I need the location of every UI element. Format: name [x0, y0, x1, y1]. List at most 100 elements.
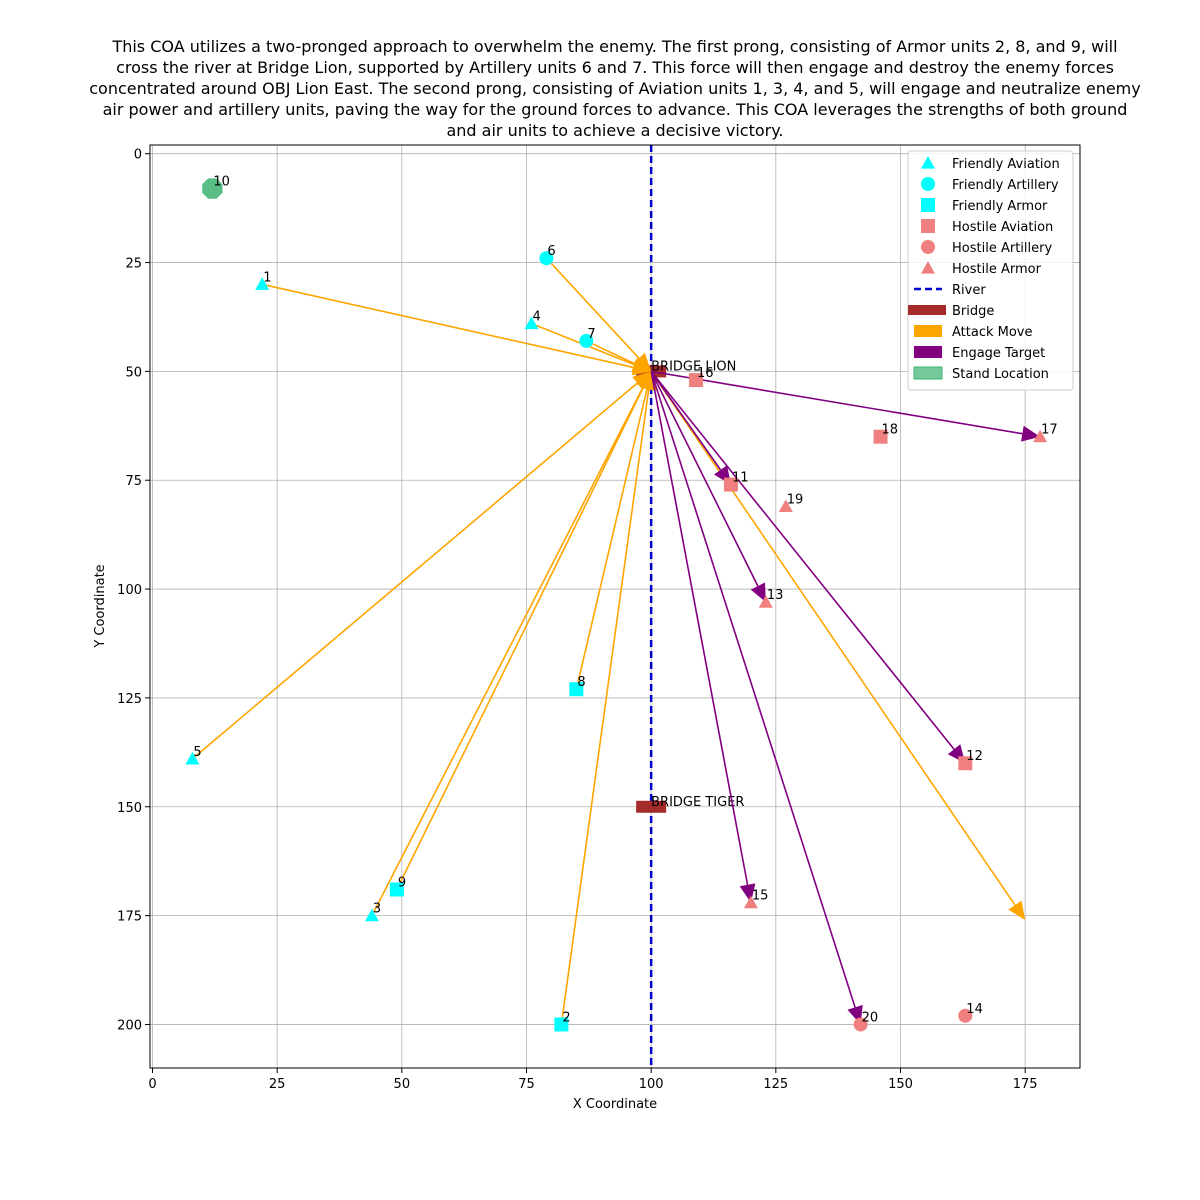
unit-marker: [758, 595, 773, 608]
attack-move-arrow-shaft: [650, 370, 1016, 906]
attack-move-arrow-shaft: [396, 387, 644, 890]
unit-marker: [873, 429, 888, 444]
unit-label: 10: [213, 175, 230, 190]
attack-move-arrow-shaft: [575, 388, 648, 690]
unit-marker: [853, 1017, 868, 1032]
y-tick-label: 100: [117, 583, 142, 598]
attack-move-arrow-head: [631, 356, 652, 372]
unit-label: 16: [697, 366, 714, 381]
unit-marker: [689, 373, 704, 388]
unit-10: 10: [202, 175, 230, 199]
y-tick-label: 125: [117, 692, 142, 707]
unit-marker: [255, 277, 270, 290]
title-line-3: concentrated around OBJ Lion East. The s…: [89, 79, 1140, 98]
chart-title: This COA utilizes a two-pronged approach…: [89, 37, 1140, 140]
legend-label: Engage Target: [952, 346, 1045, 361]
y-tick-label: 50: [125, 365, 142, 380]
unit-2: 2: [554, 1010, 571, 1032]
engage-target-arrow-shaft: [650, 371, 856, 1008]
attack-move-arrow-shaft: [560, 389, 650, 1025]
legend-swatch: [921, 261, 935, 274]
unit-8: 8: [569, 675, 586, 697]
unit-label: 11: [732, 471, 749, 486]
attack-move-arrow: [585, 340, 652, 372]
legend-entry: Attack Move: [914, 325, 1033, 340]
unit-marker: [958, 1008, 973, 1023]
legend-label: Friendly Artillery: [952, 178, 1059, 193]
y-tick-label: 75: [125, 474, 142, 489]
unit-label: 18: [882, 423, 899, 438]
unit-5: 5: [185, 745, 202, 765]
engage-target-arrow-shaft: [651, 370, 1023, 435]
y-tick-label: 150: [117, 801, 142, 816]
engage-target-arrow-shaft: [650, 370, 955, 750]
unit-marker: [743, 895, 758, 909]
axis-ticks: 0 25 50 75 100 125 150 175025507510012515017520…: [117, 148, 1037, 1092]
bridge-label: BRIDGE LION: [651, 359, 736, 374]
unit-label: 14: [966, 1002, 983, 1017]
title-line-5: and air units to achieve a decisive vict…: [446, 121, 783, 140]
attack-move-arrow-head: [1008, 900, 1026, 920]
legend-label: Friendly Armor: [952, 199, 1048, 214]
x-tick-label: 175: [1013, 1077, 1038, 1092]
title-line-4: air power and artillery units, paving th…: [103, 100, 1128, 119]
bridge-label: BRIDGE TIGER: [651, 795, 744, 810]
legend-entry: Stand Location: [913, 366, 1049, 382]
unit-marker: [202, 178, 223, 199]
x-tick-label: 75: [518, 1077, 535, 1092]
unit-6: 6: [539, 244, 556, 266]
unit-label: 15: [752, 889, 769, 904]
unit-14: 14: [958, 1002, 983, 1023]
legend-label: Bridge: [952, 304, 994, 319]
legend-label: Attack Move: [952, 325, 1033, 340]
unit-label: 20: [862, 1010, 879, 1025]
y-tick-label: 175: [117, 910, 142, 925]
engage-target-arrow: [650, 371, 766, 603]
y-tick-label: 200: [117, 1018, 142, 1033]
x-tick-label: 0: [148, 1077, 156, 1092]
arrow-layer: [191, 257, 1041, 1025]
engage-target-arrow: [651, 370, 1041, 442]
legend-entry: Hostile Artillery: [921, 240, 1052, 256]
attack-move-arrow: [650, 370, 1026, 920]
unit-17: 17: [1033, 423, 1058, 443]
legend-swatch: [914, 346, 942, 358]
legend-label: Friendly Aviation: [952, 157, 1060, 172]
x-tick-label: 150: [888, 1077, 913, 1092]
x-tick-label: 125: [763, 1077, 788, 1092]
unit-18: 18: [873, 423, 899, 444]
legend-swatch: [914, 325, 942, 337]
legend-swatch: [921, 198, 935, 212]
unit-label: 19: [787, 492, 804, 507]
unit-label: 1: [263, 270, 271, 285]
unit-3: 3: [364, 902, 381, 922]
x-tick-label: 25: [269, 1077, 286, 1092]
legend: Friendly Aviation Friendly Artillery Frien…: [907, 150, 1074, 391]
engage-target-arrow-head: [750, 582, 766, 603]
unit-label: 17: [1041, 423, 1058, 438]
legend-swatch: [921, 177, 935, 191]
y-axis-label: Y Coordinate: [93, 564, 108, 648]
legend-label: River: [952, 283, 986, 298]
unit-marker: [579, 333, 594, 348]
legend-entry: Hostile Aviation: [921, 219, 1053, 235]
legend-swatch: [921, 240, 935, 254]
unit-15: 15: [743, 889, 769, 909]
attack-move-arrow-head: [640, 371, 657, 391]
unit-11: 11: [723, 471, 749, 492]
y-tick-label: 0: [134, 148, 142, 163]
unit-label: 2: [562, 1010, 570, 1025]
unit-marker: [389, 882, 404, 897]
engage-target-arrow-shaft: [650, 370, 722, 471]
unit-marker: [958, 756, 973, 771]
legend-entry: Engage Target: [914, 346, 1045, 361]
legend-swatch: [913, 366, 943, 380]
legend-entry: Bridge: [908, 304, 994, 319]
unit-marker: [364, 908, 379, 922]
unit-label: 4: [532, 310, 540, 325]
title-line-2: cross the river at Bridge Lion, supporte…: [116, 58, 1114, 77]
unit-7: 7: [579, 327, 596, 348]
engage-target-arrow-shaft: [650, 371, 759, 587]
